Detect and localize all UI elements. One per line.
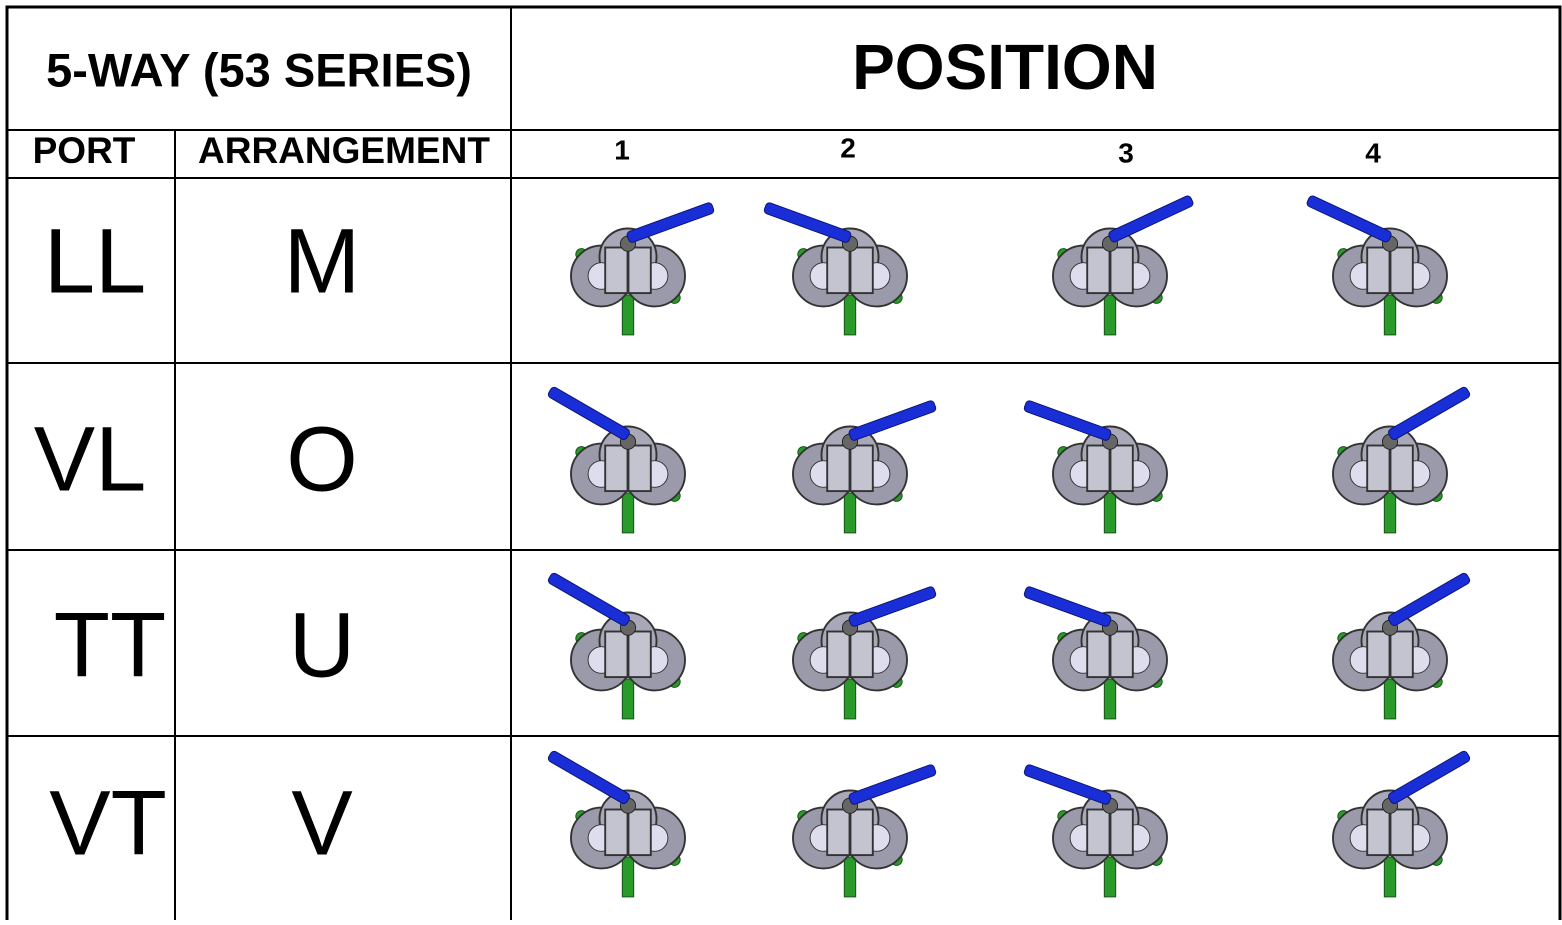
port-code: LL: [44, 210, 146, 312]
valve-handle: [1108, 195, 1194, 243]
position-number: 3: [1118, 137, 1134, 168]
position-number: 2: [840, 132, 856, 163]
port-code: TT: [54, 594, 166, 696]
valve-icon: [547, 750, 687, 899]
valve-handle: [547, 386, 630, 441]
valve-body: [1051, 425, 1169, 535]
port-code: VL: [34, 408, 147, 510]
valve-body: [791, 789, 909, 899]
column-heading: PORT: [33, 130, 136, 171]
port-code: VT: [49, 772, 167, 874]
valve-body: [1051, 611, 1169, 721]
valve-body: [1331, 611, 1449, 721]
valve-handle: [1388, 750, 1471, 805]
table-title: 5-WAY (53 SERIES): [46, 43, 472, 96]
valve-icon: [1306, 195, 1449, 337]
valve-icon: [547, 386, 687, 535]
valve-handle: [547, 572, 630, 627]
valve-icon: [791, 764, 937, 899]
valve-icon: [1023, 400, 1169, 535]
valve-icon: [791, 400, 937, 535]
arrangement-code: V: [291, 772, 352, 874]
valve-handle: [626, 202, 715, 243]
arrangement-code: M: [284, 210, 361, 312]
valve-body: [1331, 227, 1449, 337]
arrangement-code: O: [286, 408, 358, 510]
valve-icon: [1331, 386, 1471, 535]
valve-icon: [763, 202, 909, 337]
valve-body: [569, 611, 687, 721]
valve-icon: [1051, 195, 1194, 337]
valve-body: [1331, 425, 1449, 535]
valve-icon: [1331, 750, 1471, 899]
valve-body: [569, 789, 687, 899]
valve-handle: [763, 202, 852, 243]
column-heading: ARRANGEMENT: [198, 130, 490, 171]
valve-handle: [1023, 586, 1112, 627]
position-number: 1: [614, 134, 630, 165]
valve-body: [569, 227, 687, 337]
valve-handle: [547, 750, 630, 805]
valve-body: [791, 227, 909, 337]
position-number: 4: [1365, 137, 1381, 168]
valve-handle: [1023, 764, 1112, 805]
valve-icon: [791, 586, 937, 721]
valve-handle: [848, 586, 937, 627]
position-heading: POSITION: [852, 31, 1158, 103]
valve-body: [791, 611, 909, 721]
valve-handle: [1388, 386, 1471, 441]
valve-icon: [1023, 586, 1169, 721]
valve-handle: [1023, 400, 1112, 441]
valve-body: [791, 425, 909, 535]
valve-icon: [1023, 764, 1169, 899]
valve-body: [1051, 789, 1169, 899]
table-border: [5, 5, 1562, 925]
valve-icon: [569, 202, 715, 337]
valve-icon: [1331, 572, 1471, 721]
valve-handle: [1388, 572, 1471, 627]
valve-body: [569, 425, 687, 535]
valve-handle: [848, 764, 937, 805]
valve-handle: [848, 400, 937, 441]
valve-handle: [1306, 195, 1392, 243]
valve-body: [1331, 789, 1449, 899]
valve-icon: [547, 572, 687, 721]
arrangement-code: U: [289, 594, 355, 696]
valve-body: [1051, 227, 1169, 337]
